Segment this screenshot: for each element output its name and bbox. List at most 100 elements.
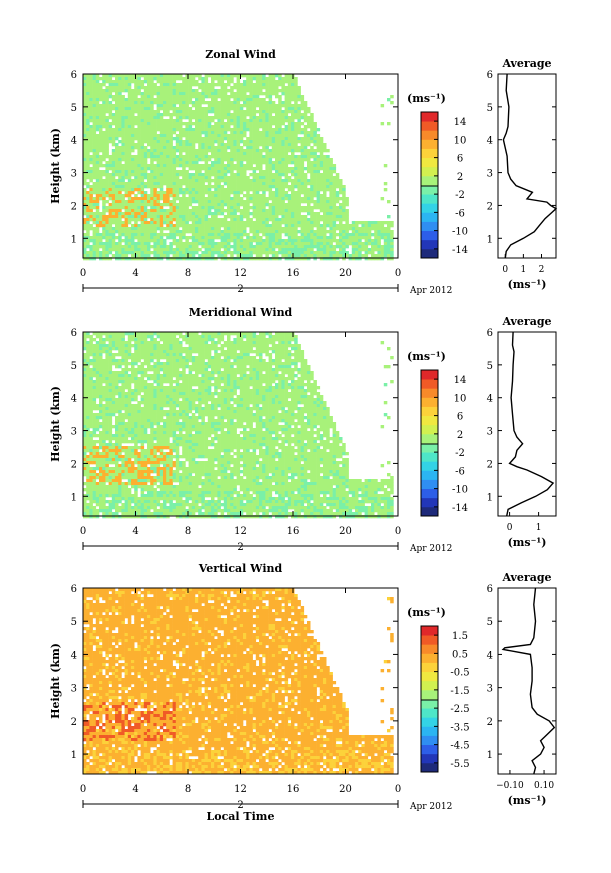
- heatmap-cell: [172, 236, 177, 240]
- heatmap-cell: [275, 137, 279, 141]
- heatmap-cell: [239, 131, 244, 135]
- heatmap-cell: [191, 239, 196, 243]
- heatmap-cell: [281, 104, 285, 108]
- heatmap-cell: [86, 506, 90, 510]
- heatmap-cell: [265, 80, 269, 84]
- heatmap-cell: [121, 188, 125, 192]
- heatmap-cell: [86, 185, 90, 189]
- heatmap-cell: [159, 173, 164, 177]
- heatmap-cell: [211, 101, 215, 105]
- heatmap-cell: [211, 83, 215, 87]
- heatmap-cell: [284, 215, 289, 219]
- heatmap-cell: [246, 197, 250, 201]
- heatmap-cell: [217, 203, 221, 207]
- heatmap-cell: [153, 248, 157, 252]
- heatmap-cell: [118, 176, 122, 180]
- heatmap-cell: [124, 251, 129, 255]
- heatmap-cell: [236, 188, 241, 192]
- heatmap-cell: [259, 167, 263, 171]
- heatmap-cell: [140, 251, 145, 255]
- heatmap-cell: [92, 494, 97, 498]
- heatmap-cell: [159, 113, 164, 117]
- heatmap-cell: [227, 206, 231, 210]
- heatmap-cell: [310, 191, 314, 195]
- heatmap-cell: [182, 83, 186, 87]
- heatmap-cell: [134, 227, 138, 231]
- heatmap-cell: [211, 239, 215, 243]
- heatmap-cell: [361, 221, 365, 225]
- heatmap-cell: [291, 182, 295, 186]
- heatmap-cell: [204, 173, 209, 177]
- heatmap-cell: [99, 377, 103, 381]
- heatmap-cell: [153, 146, 157, 150]
- heatmap-cell: [345, 239, 349, 243]
- heatmap-cell: [201, 143, 205, 147]
- heatmap-cell: [246, 257, 250, 261]
- heatmap-cell: [175, 110, 180, 114]
- heatmap-cell: [134, 188, 138, 192]
- heatmap-cell: [259, 89, 263, 93]
- heatmap-cell: [297, 221, 301, 225]
- heatmap-cell: [278, 104, 282, 108]
- heatmap-cell: [143, 170, 148, 174]
- heatmap-cell: [118, 251, 122, 255]
- heatmap-cell: [153, 251, 157, 255]
- heatmap-cell: [195, 245, 199, 249]
- heatmap-cell: [255, 80, 260, 84]
- heatmap-cell: [121, 131, 125, 135]
- heatmap-cell: [163, 254, 167, 258]
- heatmap-cell: [294, 242, 298, 246]
- colorbar-tick-label: -10: [452, 227, 468, 238]
- heatmap-cell: [284, 140, 289, 144]
- heatmap-cell: [92, 107, 97, 111]
- heatmap-cell: [294, 110, 298, 114]
- heatmap-cell: [204, 80, 209, 84]
- heatmap-cell: [239, 125, 244, 129]
- heatmap-cell: [131, 134, 135, 138]
- heatmap-cell: [89, 116, 93, 120]
- heatmap-cell: [207, 248, 212, 252]
- heatmap-cell: [230, 170, 234, 174]
- heatmap-cell: [342, 188, 346, 192]
- heatmap-cell: [319, 182, 324, 186]
- heatmap-cell: [217, 74, 221, 78]
- heatmap-cell: [239, 191, 244, 195]
- heatmap-cell: [185, 236, 189, 240]
- heatmap-cell: [92, 374, 97, 378]
- heatmap-cell: [214, 137, 218, 141]
- heatmap-cell: [243, 233, 247, 237]
- heatmap-cell: [166, 140, 170, 144]
- heatmap-cell: [131, 107, 135, 111]
- heatmap-cell: [153, 167, 157, 171]
- heatmap-cell: [236, 152, 241, 156]
- heatmap-cell: [131, 218, 135, 222]
- heatmap-cell: [188, 164, 193, 168]
- heatmap-cell: [252, 98, 257, 102]
- heatmap-cell: [198, 185, 202, 189]
- heatmap-cell: [297, 140, 301, 144]
- heatmap-cell: [99, 473, 103, 477]
- heatmap-cell: [127, 200, 132, 204]
- heatmap-cell: [121, 77, 125, 81]
- heatmap-cell: [102, 131, 106, 135]
- heatmap-cell: [291, 173, 295, 177]
- heatmap-cell: [172, 122, 177, 126]
- heatmap-cell: [86, 413, 90, 417]
- heatmap-cell: [115, 212, 119, 216]
- heatmap-cell: [185, 77, 189, 81]
- heatmap-cell: [137, 98, 141, 102]
- heatmap-cell: [191, 236, 196, 240]
- heatmap-cell: [99, 362, 103, 366]
- heatmap-cell: [198, 107, 202, 111]
- heatmap-cell: [198, 188, 202, 192]
- heatmap-cell: [284, 203, 289, 207]
- heatmap-cell: [169, 92, 173, 96]
- heatmap-cell: [323, 233, 327, 237]
- heatmap-cell: [140, 191, 145, 195]
- heatmap-cell: [195, 182, 199, 186]
- heatmap-cell: [278, 248, 282, 252]
- heatmap-cell: [92, 125, 97, 129]
- heatmap-cell: [127, 170, 132, 174]
- heatmap-cell: [291, 242, 295, 246]
- heatmap-cell: [89, 515, 93, 519]
